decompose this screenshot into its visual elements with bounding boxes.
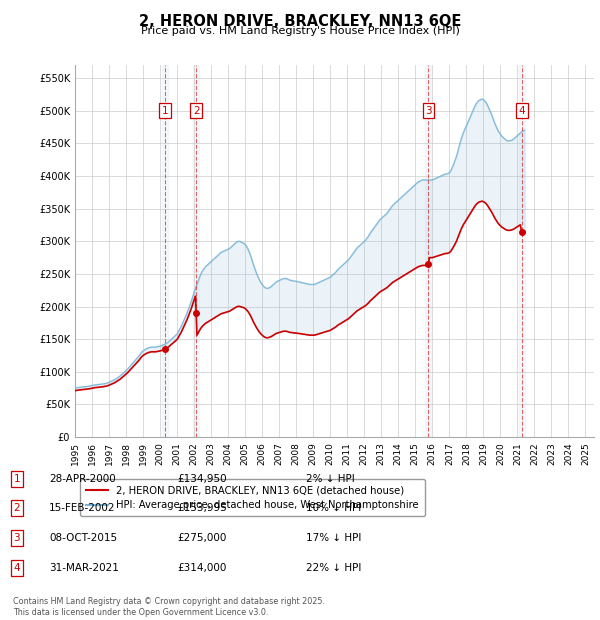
- Text: 3: 3: [425, 106, 432, 116]
- Bar: [425, 65, 431, 437]
- Text: Price paid vs. HM Land Registry's House Price Index (HPI): Price paid vs. HM Land Registry's House …: [140, 26, 460, 36]
- Text: 2: 2: [13, 503, 20, 513]
- Text: £134,950: £134,950: [177, 474, 227, 484]
- Text: 08-OCT-2015: 08-OCT-2015: [49, 533, 118, 543]
- Text: 2: 2: [193, 106, 199, 116]
- Text: 15-FEB-2002: 15-FEB-2002: [49, 503, 116, 513]
- Text: £314,000: £314,000: [177, 563, 226, 573]
- Text: 1: 1: [13, 474, 20, 484]
- Bar: [193, 65, 199, 437]
- Text: Contains HM Land Registry data © Crown copyright and database right 2025.
This d: Contains HM Land Registry data © Crown c…: [13, 598, 325, 617]
- Text: 1: 1: [162, 106, 169, 116]
- Text: 31-MAR-2021: 31-MAR-2021: [49, 563, 119, 573]
- Text: 28-APR-2000: 28-APR-2000: [49, 474, 116, 484]
- Text: £275,000: £275,000: [177, 533, 226, 543]
- Text: 22% ↓ HPI: 22% ↓ HPI: [306, 563, 361, 573]
- Text: 4: 4: [13, 563, 20, 573]
- Text: 10% ↓ HPI: 10% ↓ HPI: [306, 503, 361, 513]
- Text: 2, HERON DRIVE, BRACKLEY, NN13 6QE: 2, HERON DRIVE, BRACKLEY, NN13 6QE: [139, 14, 461, 29]
- Text: £153,995: £153,995: [177, 503, 227, 513]
- Bar: [162, 65, 168, 437]
- Bar: [518, 65, 525, 437]
- Text: 4: 4: [518, 106, 525, 116]
- Text: 17% ↓ HPI: 17% ↓ HPI: [306, 533, 361, 543]
- Text: 2% ↓ HPI: 2% ↓ HPI: [306, 474, 355, 484]
- Legend: 2, HERON DRIVE, BRACKLEY, NN13 6QE (detached house), HPI: Average price, detache: 2, HERON DRIVE, BRACKLEY, NN13 6QE (deta…: [80, 479, 425, 516]
- Text: 3: 3: [13, 533, 20, 543]
